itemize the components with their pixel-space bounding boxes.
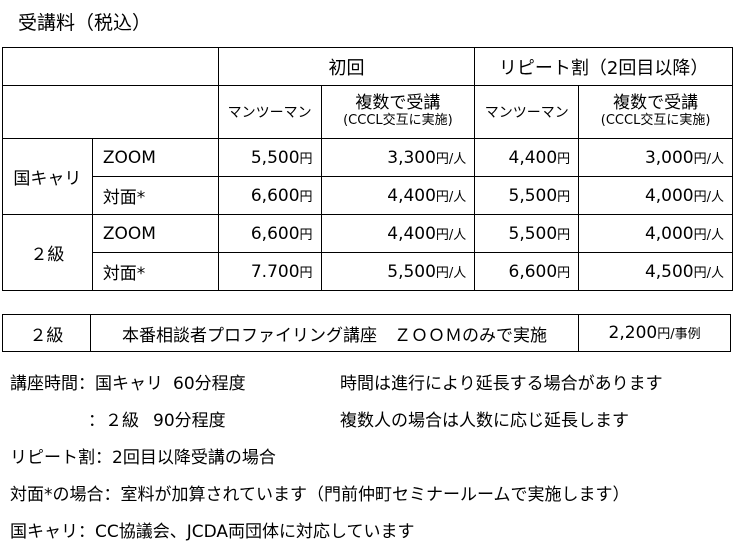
price-cell: 6,600円 bbox=[217, 176, 322, 215]
price-cell: 4,000円/人 bbox=[578, 214, 733, 253]
col-group-label: 複数で受講 bbox=[355, 93, 441, 113]
price-cell: 4,000円/人 bbox=[578, 176, 733, 215]
price-cell: 5,500円/人 bbox=[320, 252, 476, 291]
price-cell: 6,600円 bbox=[474, 252, 580, 291]
price-cell: 7.700円 bbox=[217, 252, 322, 291]
col-group-label: 複数で受講 bbox=[613, 93, 699, 113]
price-cell: 4,500円/人 bbox=[578, 252, 733, 291]
price-cell: 3,000円/人 bbox=[578, 138, 733, 177]
page-title: 受講料（税込） bbox=[18, 12, 152, 34]
table-row: 対面* 7.700円 5,500円/人 6,600円 4,500円/人 bbox=[3, 252, 733, 291]
price-cell: 5,500円 bbox=[217, 138, 322, 177]
note-kokucari: 国キャリ：CC協議会、JCDA両団体に対応しています bbox=[10, 522, 415, 542]
price-cell: 6,600円 bbox=[217, 214, 322, 253]
fee-table: 初回 リピート割（2回目以降） マンツーマン 複数で受講 (CCCL交互に実施)… bbox=[2, 47, 733, 291]
price-cell: 3,300円/人 bbox=[320, 138, 476, 177]
col-one-on-one-repeat: マンツーマン bbox=[474, 85, 580, 139]
table-header-row: 初回 リピート割（2回目以降） bbox=[2, 47, 733, 86]
header-initial: 初回 bbox=[217, 47, 476, 86]
note-repeat: リピート割：2回目以降受講の場合 bbox=[10, 448, 276, 468]
table-row: 対面* 6,600円 4,400円/人 5,500円 4,000円/人 bbox=[3, 176, 733, 215]
group-label: ２級 bbox=[2, 214, 93, 291]
mode-label: 対面* bbox=[91, 252, 219, 291]
price-cell: 4,400円/人 bbox=[320, 214, 476, 253]
extra-course-table: ２級 本番相談者プロファイリング講座 ＺＯＯＭのみで実施 2,200円/事例 bbox=[2, 314, 731, 352]
table-subheader-row: マンツーマン 複数で受講 (CCCL交互に実施) マンツーマン 複数で受講 (C… bbox=[2, 85, 733, 139]
col-one-on-one: マンツーマン bbox=[217, 85, 322, 139]
price-cell: 4,400円/人 bbox=[320, 176, 476, 215]
note-time-2: ：２級 90分程度 複数人の場合は人数に応じ延長します bbox=[88, 411, 629, 431]
col-group-repeat: 複数で受講 (CCCL交互に実施) bbox=[578, 85, 733, 139]
mode-label: ZOOM bbox=[91, 214, 219, 253]
mode-label: ZOOM bbox=[91, 138, 219, 177]
mode-label: 対面* bbox=[91, 176, 219, 215]
col-group-note: (CCCL交互に実施) bbox=[343, 113, 453, 128]
notes: 講座時間：国キャリ 60分程度 時間は進行により延長する場合があります ：２級 90… bbox=[10, 366, 663, 551]
extra-price: 2,200円/事例 bbox=[578, 314, 731, 352]
group-label: 国キャリ bbox=[2, 138, 93, 215]
header-repeat: リピート割（2回目以降） bbox=[474, 47, 733, 86]
price-cell: 4,400円 bbox=[474, 138, 580, 177]
table-row: 国キャリ ZOOM 5,500円 3,300円/人 4,400円 3,000円/… bbox=[2, 138, 733, 215]
note-face: 対面*の場合：室料が加算されています（門前仲町セミナールームで実施します） bbox=[10, 485, 630, 505]
note-time-1: 講座時間：国キャリ 60分程度 時間は進行により延長する場合があります bbox=[10, 374, 663, 394]
col-group-note: (CCCL交互に実施) bbox=[600, 113, 711, 128]
table-row: ２級 ZOOM 6,600円 4,400円/人 5,500円 4,000円/人 bbox=[2, 214, 733, 291]
col-group: 複数で受講 (CCCL交互に実施) bbox=[320, 85, 476, 139]
table-row: ２級 本番相談者プロファイリング講座 ＺＯＯＭのみで実施 2,200円/事例 bbox=[2, 314, 731, 352]
price-cell: 5,500円 bbox=[474, 214, 580, 253]
extra-course: 本番相談者プロファイリング講座 ＺＯＯＭのみで実施 bbox=[89, 314, 580, 352]
price-cell: 5,500円 bbox=[474, 176, 580, 215]
extra-level: ２級 bbox=[2, 314, 91, 352]
